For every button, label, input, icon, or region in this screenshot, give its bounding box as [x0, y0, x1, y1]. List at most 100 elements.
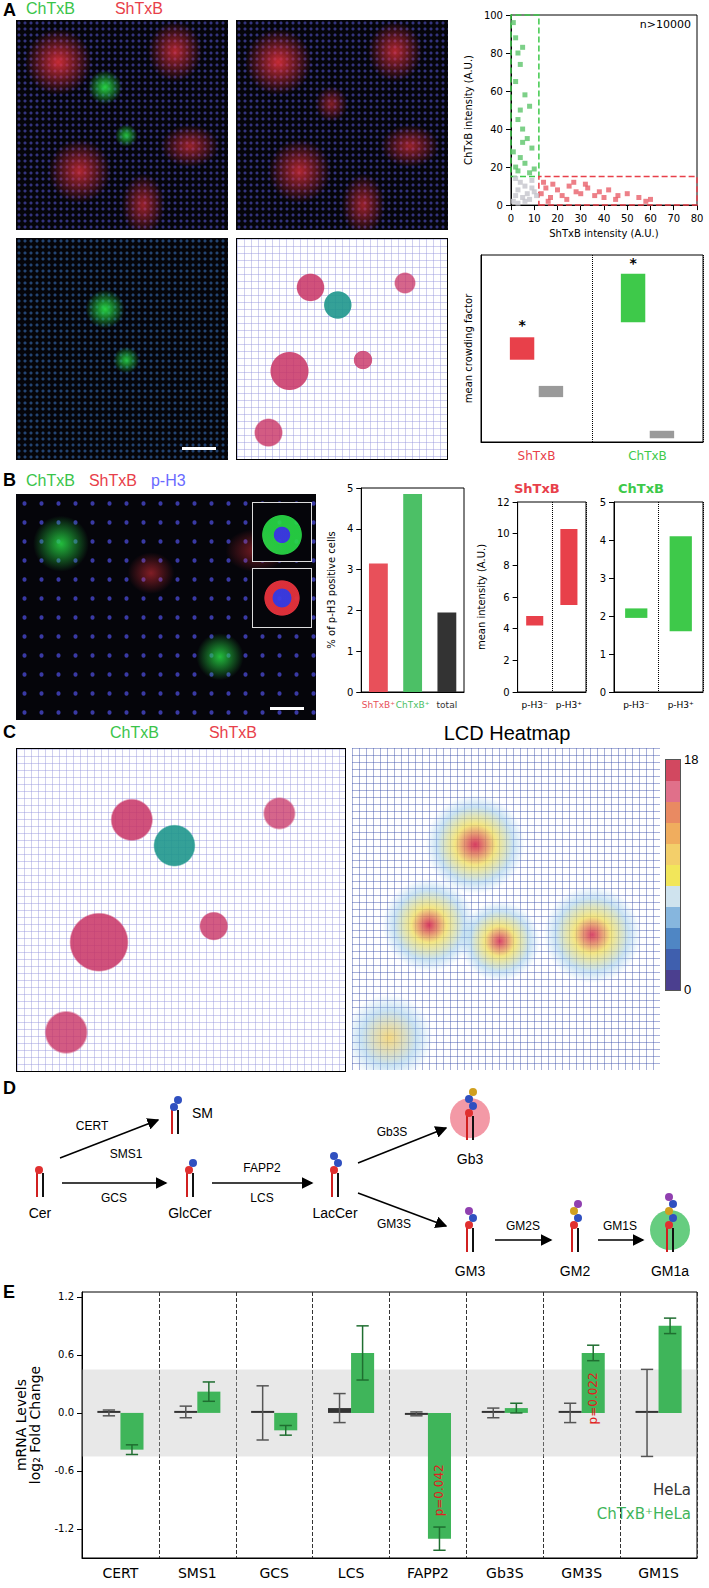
svg-text:5: 5: [347, 483, 353, 494]
svg-text:2: 2: [503, 655, 509, 666]
svg-text:p=0.042: p=0.042: [432, 1464, 446, 1516]
svg-text:GM3: GM3: [455, 1263, 486, 1279]
svg-text:10: 10: [497, 528, 510, 539]
svg-text:p-H3⁻: p-H3⁻: [623, 700, 649, 710]
svg-text:mean crowding factor: mean crowding factor: [463, 293, 474, 403]
svg-text:GM3S: GM3S: [377, 1217, 411, 1231]
svg-text:ChTxB: ChTxB: [628, 449, 667, 463]
svg-text:p=0.022: p=0.022: [586, 1372, 600, 1424]
svg-text:40: 40: [490, 124, 503, 135]
svg-text:40: 40: [598, 213, 611, 224]
svg-text:-0.6: -0.6: [54, 1465, 74, 1476]
svg-text:GM1a: GM1a: [651, 1263, 689, 1279]
svg-text:0.6: 0.6: [58, 1349, 74, 1360]
svg-text:1: 1: [347, 646, 353, 657]
svg-text:0: 0: [497, 200, 503, 211]
svg-text:GCS: GCS: [101, 1191, 127, 1205]
svg-text:ChTxB⁺HeLa: ChTxB⁺HeLa: [597, 1505, 691, 1523]
svg-text:5: 5: [600, 497, 606, 508]
html-text:ShTxB: ShTxB: [114, 0, 163, 17]
svg-text:*: *: [518, 317, 526, 333]
svg-text:3: 3: [600, 573, 606, 584]
svg-text:80: 80: [490, 48, 503, 59]
svg-text:p-H3⁺: p-H3⁺: [556, 700, 582, 710]
svg-text:ChTxB: ChTxB: [618, 481, 664, 496]
svg-text:0: 0: [508, 213, 514, 224]
svg-text:2: 2: [600, 611, 606, 622]
svg-text:0.0: 0.0: [58, 1407, 74, 1418]
svg-text:LCS: LCS: [250, 1191, 273, 1205]
html-text:B: B: [3, 470, 16, 490]
svg-text:GM1S: GM1S: [603, 1219, 637, 1233]
svg-text:4: 4: [503, 623, 509, 634]
html-text:ShTxB: ShTxB: [208, 724, 257, 741]
svg-text:*: *: [629, 255, 637, 271]
svg-text:log₂ Fold Change: log₂ Fold Change: [27, 1366, 43, 1484]
html-text:ChTxB: ChTxB: [110, 724, 159, 741]
svg-text:70: 70: [667, 213, 680, 224]
svg-text:0: 0: [600, 687, 606, 698]
svg-text:LCS: LCS: [338, 1565, 365, 1581]
svg-text:ShTxB: ShTxB: [518, 449, 556, 463]
svg-text:total: total: [437, 700, 458, 710]
svg-text:1: 1: [600, 649, 606, 660]
html-text:ChTxB: ChTxB: [26, 0, 75, 17]
svg-text:4: 4: [600, 535, 606, 546]
svg-text:GCS: GCS: [259, 1565, 289, 1581]
svg-text:GlcCer: GlcCer: [168, 1205, 212, 1221]
svg-text:GM1S: GM1S: [638, 1565, 679, 1581]
svg-text:-1.2: -1.2: [54, 1523, 74, 1534]
svg-text:Gb3: Gb3: [457, 1151, 484, 1167]
svg-text:Gb3S: Gb3S: [377, 1125, 408, 1139]
svg-text:p-H3⁺: p-H3⁺: [668, 700, 694, 710]
svg-text:mean intensity (A.U.): mean intensity (A.U.): [476, 544, 487, 650]
html-text:18: 18: [684, 752, 699, 767]
svg-text:0: 0: [347, 687, 353, 698]
svg-text:HeLa: HeLa: [653, 1481, 691, 1499]
svg-text:GM2: GM2: [560, 1263, 591, 1279]
html-text:ShTxB: ShTxB: [88, 472, 137, 489]
svg-text:20: 20: [490, 162, 503, 173]
svg-text:100: 100: [484, 10, 503, 21]
svg-text:LacCer: LacCer: [312, 1205, 357, 1221]
html-text:p-H3: p-H3: [150, 472, 186, 489]
svg-text:1.2: 1.2: [58, 1291, 74, 1302]
html-text:ChTxB: ChTxB: [26, 472, 75, 489]
svg-text:p-H3⁻: p-H3⁻: [522, 700, 548, 710]
html-text:A: A: [3, 0, 16, 20]
svg-text:80: 80: [691, 213, 704, 224]
svg-text:n>10000: n>10000: [640, 18, 691, 31]
svg-text:0: 0: [503, 687, 509, 698]
svg-text:ChTxB⁺: ChTxB⁺: [396, 700, 430, 710]
html-text:LCD Heatmap: LCD Heatmap: [443, 722, 571, 744]
svg-text:20: 20: [551, 213, 564, 224]
svg-text:60: 60: [644, 213, 657, 224]
svg-text:60: 60: [490, 86, 503, 97]
svg-text:GM3S: GM3S: [561, 1565, 602, 1581]
svg-text:CERT: CERT: [102, 1565, 138, 1581]
svg-text:FAPP2: FAPP2: [243, 1161, 281, 1175]
svg-text:50: 50: [621, 213, 634, 224]
svg-text:30: 30: [574, 213, 587, 224]
svg-text:2: 2: [347, 605, 353, 616]
svg-text:ShTxB⁺: ShTxB⁺: [362, 700, 395, 710]
svg-text:SMS1: SMS1: [110, 1147, 143, 1161]
svg-text:SMS1: SMS1: [178, 1565, 217, 1581]
svg-text:Cer: Cer: [29, 1205, 52, 1221]
svg-text:12: 12: [497, 497, 510, 508]
svg-text:SM: SM: [192, 1105, 213, 1121]
svg-text:10: 10: [528, 213, 541, 224]
svg-text:6: 6: [503, 592, 509, 603]
svg-text:ChTxB intensity (A.U.): ChTxB intensity (A.U.): [463, 55, 474, 165]
svg-text:8: 8: [503, 560, 509, 571]
svg-text:3: 3: [347, 564, 353, 575]
svg-text:% of p-H3 positive cells: % of p-H3 positive cells: [326, 531, 337, 648]
svg-text:GM2S: GM2S: [506, 1219, 540, 1233]
svg-text:4: 4: [347, 523, 353, 534]
svg-text:ShTxB intensity (A.U.): ShTxB intensity (A.U.): [549, 228, 659, 239]
svg-text:FAPP2: FAPP2: [407, 1565, 449, 1581]
svg-text:CERT: CERT: [76, 1119, 109, 1133]
svg-text:mRNA Levels: mRNA Levels: [13, 1378, 29, 1472]
svg-text:Gb3S: Gb3S: [486, 1565, 524, 1581]
svg-text:ShTxB: ShTxB: [514, 481, 560, 496]
